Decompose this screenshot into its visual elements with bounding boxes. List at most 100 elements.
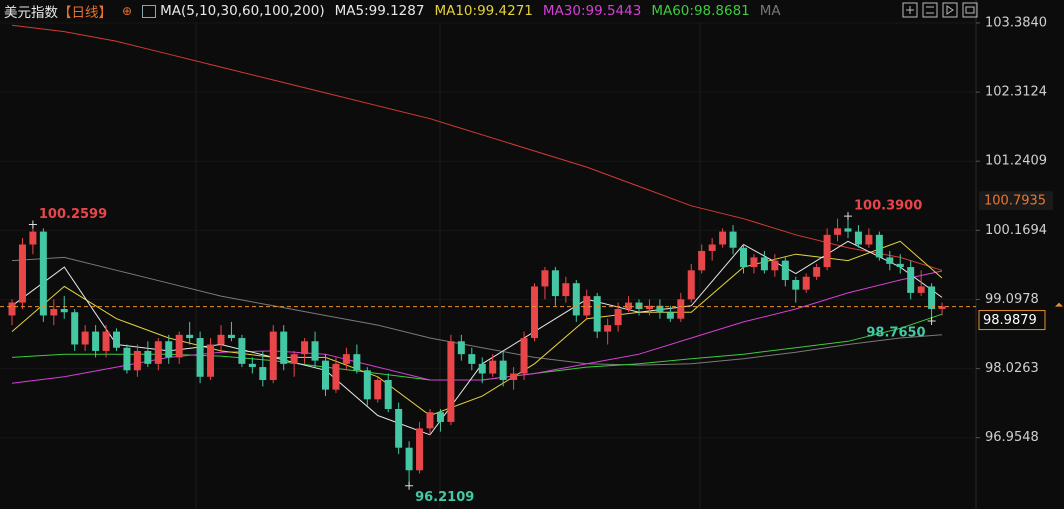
candle-body xyxy=(238,338,246,364)
candle-body xyxy=(666,312,674,319)
candle-body xyxy=(248,363,256,368)
chart-header: 美元指数 【日线】 ⊕ MA(5,10,30,60,100,200) MA5:9… xyxy=(4,1,781,21)
candle-body xyxy=(405,447,413,471)
candle-body xyxy=(865,234,873,245)
candle-body xyxy=(907,267,915,293)
candle-body xyxy=(729,231,737,248)
settings-button[interactable] xyxy=(962,2,978,18)
y-tick-label: 100.1694 xyxy=(985,223,1047,238)
candle-body xyxy=(8,302,16,316)
chart-title: 美元指数 xyxy=(4,5,58,21)
candle-body xyxy=(708,244,716,251)
candle-body xyxy=(551,270,559,297)
candle-body xyxy=(520,338,528,374)
candle-body xyxy=(154,341,162,364)
ma-readout: MA10:99.4271 xyxy=(434,3,533,19)
candle-body xyxy=(802,276,810,290)
candle-body xyxy=(740,247,747,268)
candle-body xyxy=(593,296,601,332)
candle-body xyxy=(29,231,37,245)
candle-body xyxy=(781,260,789,280)
candle-body xyxy=(290,354,298,364)
y-tick-label: 96.9548 xyxy=(985,430,1039,445)
ma-line xyxy=(11,256,943,366)
ma-line xyxy=(11,240,943,436)
play-button[interactable] xyxy=(942,2,958,18)
y-tick-label: 102.3124 xyxy=(985,85,1047,100)
layout-button[interactable] xyxy=(922,2,938,18)
candle-body xyxy=(457,341,465,355)
candle-body xyxy=(342,354,350,364)
candle-body xyxy=(60,309,68,313)
candle-body xyxy=(687,270,695,300)
candle-body xyxy=(635,302,643,310)
candle-body xyxy=(259,367,267,380)
candle-body xyxy=(928,286,936,310)
candle-body xyxy=(280,331,288,364)
toolbar xyxy=(902,2,978,18)
candle-body xyxy=(353,354,361,371)
candle-body xyxy=(468,354,476,364)
ma-readout: MA5:99.1287 xyxy=(334,3,425,19)
annotation-label: 100.3900 xyxy=(854,199,922,214)
candle-body xyxy=(886,257,894,264)
candle-body xyxy=(416,428,424,471)
candle-body xyxy=(854,231,862,245)
candle-body xyxy=(896,263,904,268)
candle-body xyxy=(102,331,110,351)
candle-body xyxy=(875,234,883,258)
candle-body xyxy=(541,270,549,287)
candle-body xyxy=(322,360,329,390)
candle-body xyxy=(144,350,152,364)
candles xyxy=(8,216,946,486)
annotation-marker xyxy=(927,316,936,325)
candle-body xyxy=(18,244,26,303)
candle-body xyxy=(39,231,47,316)
candle-body xyxy=(938,306,946,310)
ma-readout: MA60:98.8681 xyxy=(651,3,750,19)
annotation-marker xyxy=(405,481,414,490)
candle-body xyxy=(844,228,852,232)
candle-body xyxy=(499,360,507,380)
candle-body xyxy=(719,231,727,245)
candle-body xyxy=(301,341,309,355)
ma-label: MA(5,10,30,60,100,200) xyxy=(160,3,325,19)
candle-body xyxy=(834,228,842,235)
candle-body xyxy=(186,334,194,339)
zoom-button[interactable] xyxy=(902,2,918,18)
candle-body xyxy=(269,331,277,380)
candle-body xyxy=(227,334,235,339)
candle-body xyxy=(447,341,455,422)
ma-line xyxy=(11,240,943,417)
candle-body xyxy=(645,305,653,310)
indicator-icon[interactable] xyxy=(142,4,157,18)
candle-body xyxy=(771,260,779,271)
candle-body xyxy=(489,360,497,374)
candle-body xyxy=(917,286,925,293)
candle-body xyxy=(698,250,706,271)
candle-body xyxy=(113,331,120,348)
candle-body xyxy=(750,257,758,268)
annotation-marker xyxy=(844,212,852,221)
candle-body xyxy=(363,370,371,400)
candle-body xyxy=(823,234,831,268)
candle-body xyxy=(656,305,664,313)
candle-body xyxy=(81,331,89,345)
y-tick-label: 103.3840 xyxy=(985,15,1047,30)
marker-price-label: 100.7935 xyxy=(984,194,1046,209)
candle-body xyxy=(71,312,79,345)
annotation-label: 96.2109 xyxy=(415,490,474,505)
ma-readout: MA30:99.5443 xyxy=(542,3,642,19)
last-price-box xyxy=(978,310,1046,331)
toolbar-icons xyxy=(906,5,975,15)
y-tick-label: 99.0978 xyxy=(985,292,1039,307)
ma-readout: MA xyxy=(759,3,781,19)
last-price-arrow xyxy=(1055,302,1063,307)
candle-body xyxy=(92,331,100,351)
candle-body xyxy=(207,344,215,377)
candle-body xyxy=(677,299,685,319)
add-icon[interactable]: ⊕ xyxy=(122,4,133,18)
candle-body xyxy=(572,283,580,316)
candle-body xyxy=(531,286,538,339)
